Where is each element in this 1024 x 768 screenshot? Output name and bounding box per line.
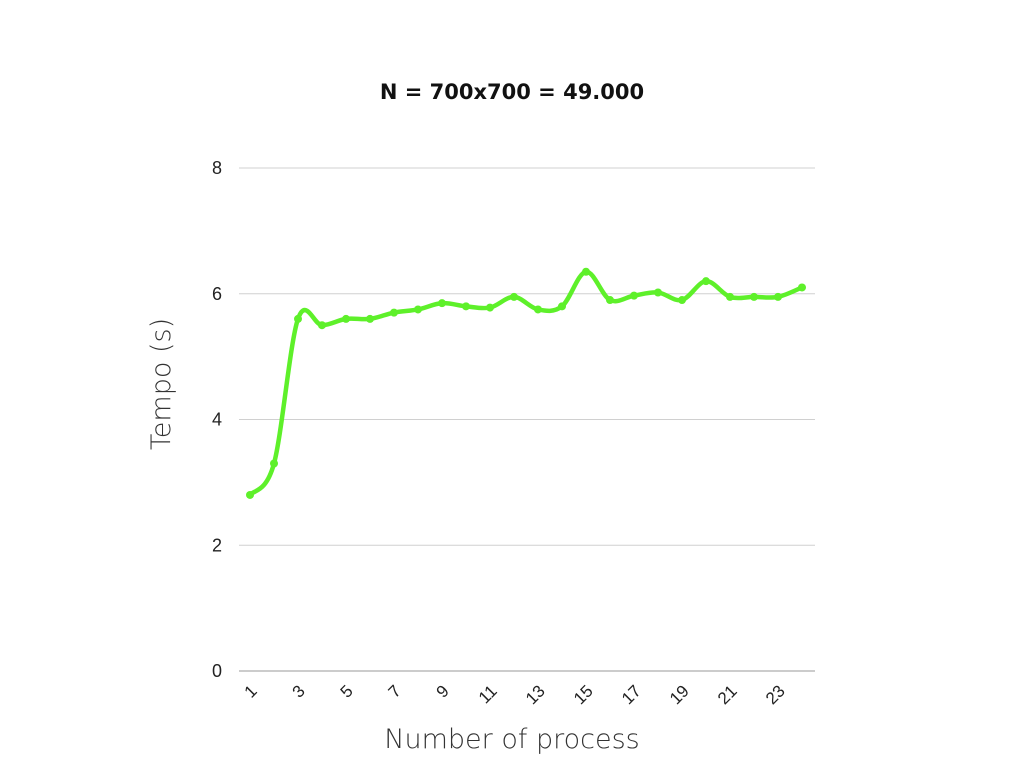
data-point-6 <box>366 314 374 323</box>
x-tick-label: 15 <box>570 681 597 708</box>
data-point-9 <box>438 299 446 308</box>
gridlines <box>239 167 815 672</box>
x-tick-label: 13 <box>522 681 549 708</box>
series <box>246 267 806 499</box>
x-tick-label: 21 <box>714 681 741 708</box>
y-tick-label: 8 <box>212 158 222 178</box>
y-tick-label: 2 <box>212 535 222 555</box>
data-point-16 <box>606 296 614 305</box>
data-point-7 <box>390 308 398 317</box>
data-point-15 <box>582 267 590 276</box>
y-tick-label: 6 <box>212 284 222 304</box>
x-tick-label: 9 <box>433 681 453 701</box>
data-point-22 <box>750 292 758 301</box>
chart-title: N = 700x700 = 49.000 <box>380 80 644 104</box>
data-point-17 <box>630 291 638 300</box>
x-tick-label: 1 <box>241 681 261 701</box>
data-point-1 <box>246 490 254 499</box>
y-axis-ticks: 0 2 4 6 8 <box>212 158 222 681</box>
data-point-24 <box>798 283 806 292</box>
data-point-11 <box>486 303 494 312</box>
data-point-8 <box>414 305 422 314</box>
data-point-20 <box>702 277 710 286</box>
x-tick-label: 11 <box>475 681 501 707</box>
data-point-18 <box>654 288 662 297</box>
x-tick-label: 23 <box>762 681 789 708</box>
data-point-5 <box>342 314 350 323</box>
series-line <box>247 269 805 498</box>
data-point-19 <box>678 296 686 305</box>
data-point-10 <box>462 302 470 311</box>
data-point-4 <box>318 321 326 330</box>
y-tick-label: 0 <box>212 661 222 681</box>
data-point-23 <box>774 292 782 301</box>
data-point-13 <box>534 305 542 314</box>
data-point-3 <box>294 314 302 323</box>
data-point-21 <box>726 292 734 301</box>
y-axis-label: Tempo (s) <box>146 318 177 450</box>
data-point-12 <box>510 292 518 301</box>
x-tick-label: 19 <box>666 681 693 708</box>
y-tick-label: 4 <box>212 410 222 430</box>
x-tick-label: 3 <box>289 681 309 701</box>
data-point-2 <box>270 459 278 468</box>
x-tick-label: 17 <box>618 681 645 708</box>
x-tick-label: 5 <box>337 681 357 701</box>
data-point-14 <box>558 302 566 311</box>
x-tick-label: 7 <box>385 681 405 701</box>
x-axis-label: Number of process <box>384 724 639 755</box>
x-axis-ticks: 1 3 5 7 9 11 13 15 17 19 21 23 <box>241 681 789 708</box>
